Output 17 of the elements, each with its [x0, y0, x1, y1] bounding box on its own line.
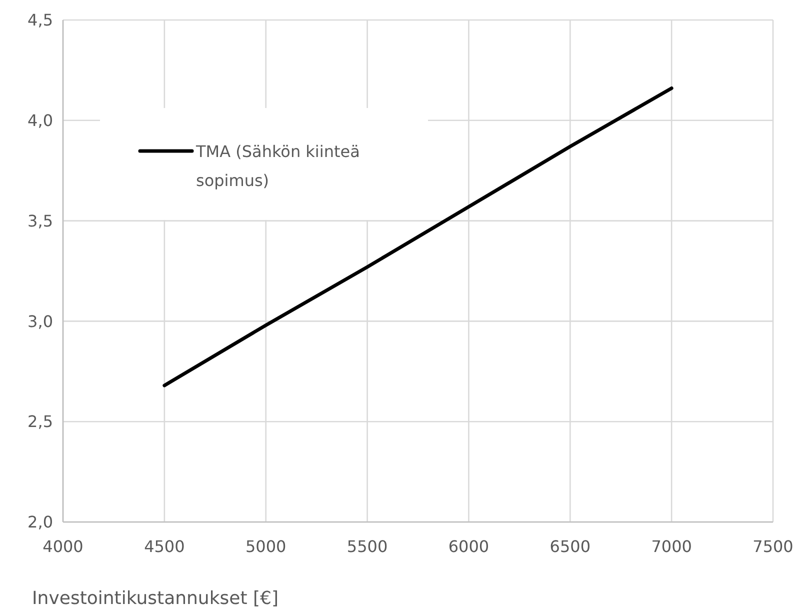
y-tick-label: 2,0 [28, 512, 53, 532]
x-axis-title: Investointikustannukset [€] [32, 588, 278, 609]
x-tick-label: 7500 [752, 537, 794, 556]
line-series [162, 86, 674, 388]
x-tick-label: 7000 [651, 537, 692, 556]
x-tick-label: 5500 [346, 537, 388, 556]
x-tick-label: 4000 [42, 537, 84, 556]
x-tick-label: 6000 [448, 537, 490, 556]
y-tick-label: 4,0 [28, 111, 53, 130]
x-tick-label: 4500 [144, 537, 185, 556]
x-tick-label: 6500 [550, 537, 590, 556]
y-tick-label: 2,5 [28, 412, 53, 432]
x-tick-label: 5000 [246, 537, 286, 556]
y-tick-label: 3,5 [28, 211, 53, 230]
y-tick-label: 4,5 [28, 10, 53, 30]
y-tick-label: 3,0 [28, 312, 53, 331]
legend-label: TMA (Sähkön kiinteä sopimus) [195, 142, 360, 190]
